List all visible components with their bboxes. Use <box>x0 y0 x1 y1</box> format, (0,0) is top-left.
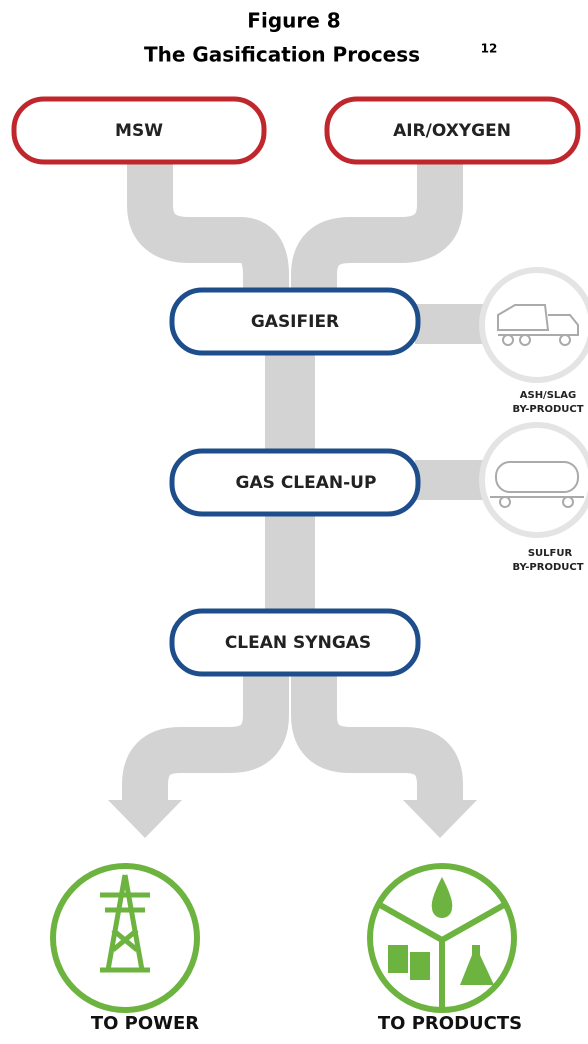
figure-number: Figure 8 <box>247 9 340 33</box>
superscript: 12 <box>481 42 498 56</box>
input-label: AIR/OXYGEN <box>393 121 511 141</box>
output-label: TO PRODUCTS <box>378 1013 522 1034</box>
power-icon <box>50 863 200 1013</box>
stage-box <box>169 287 421 356</box>
byproduct-label: SULFUR <box>528 548 573 559</box>
stage-box <box>169 448 421 517</box>
byproduct-icon <box>479 422 588 538</box>
input-box <box>11 96 267 165</box>
byproduct-label: BY-PRODUCT <box>512 404 583 415</box>
input-label: MSW <box>115 121 163 141</box>
stage-label: GAS CLEAN-UP <box>236 473 377 493</box>
byproduct-icon <box>479 267 588 383</box>
byproduct-label: BY-PRODUCT <box>512 562 583 573</box>
stage-label: GASIFIER <box>251 312 339 332</box>
input-box <box>324 96 581 165</box>
stage-label: CLEAN SYNGAS <box>225 633 371 653</box>
stage-box <box>169 608 421 677</box>
output-label: TO POWER <box>91 1013 199 1034</box>
products-icon <box>367 863 517 1013</box>
figure-title: The Gasification Process <box>144 43 420 67</box>
byproduct-label: ASH/SLAG <box>520 390 576 401</box>
